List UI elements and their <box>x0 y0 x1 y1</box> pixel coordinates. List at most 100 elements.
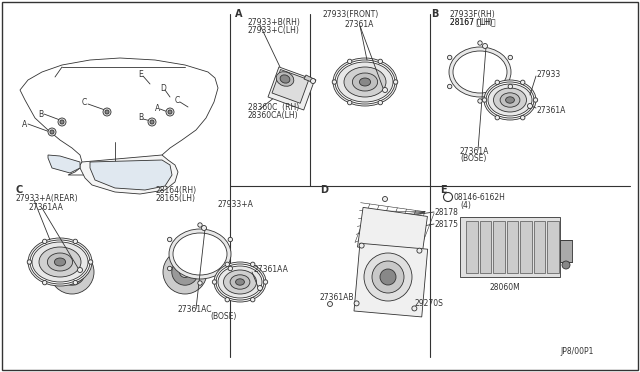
Text: 27361AA: 27361AA <box>253 266 288 275</box>
Circle shape <box>378 100 383 105</box>
Ellipse shape <box>216 264 264 300</box>
Text: 08146-6162H: 08146-6162H <box>454 192 506 202</box>
Circle shape <box>105 110 109 114</box>
Circle shape <box>225 262 230 266</box>
Ellipse shape <box>506 97 515 103</box>
Ellipse shape <box>484 80 536 120</box>
Text: JP8/00P1: JP8/00P1 <box>560 347 593 356</box>
Text: 27361A: 27361A <box>345 19 374 29</box>
Circle shape <box>60 120 64 124</box>
Text: B: B <box>446 195 450 199</box>
Circle shape <box>250 262 255 266</box>
Circle shape <box>202 225 207 231</box>
Ellipse shape <box>47 253 72 271</box>
Circle shape <box>163 250 207 294</box>
Circle shape <box>212 280 217 284</box>
Circle shape <box>533 98 538 102</box>
Circle shape <box>562 261 570 269</box>
Ellipse shape <box>28 238 92 286</box>
Circle shape <box>478 99 482 103</box>
Circle shape <box>495 115 499 120</box>
Bar <box>268 67 315 110</box>
Circle shape <box>228 237 232 242</box>
Circle shape <box>179 266 191 278</box>
Bar <box>358 207 428 256</box>
Text: B: B <box>38 109 43 119</box>
Text: 27933(FRONT): 27933(FRONT) <box>323 10 380 19</box>
Text: 28167 〈LH〉: 28167 〈LH〉 <box>450 17 495 26</box>
Polygon shape <box>20 58 218 175</box>
Text: 28178: 28178 <box>435 208 459 217</box>
Ellipse shape <box>344 67 386 97</box>
Text: 28175: 28175 <box>435 219 459 228</box>
Circle shape <box>73 280 77 285</box>
Bar <box>547 221 559 273</box>
Bar <box>354 243 428 317</box>
Text: 27933+B(RH): 27933+B(RH) <box>248 17 301 26</box>
Ellipse shape <box>353 73 378 91</box>
Text: 28060M: 28060M <box>490 282 521 292</box>
Text: 29270S: 29270S <box>415 299 444 308</box>
Polygon shape <box>80 155 178 194</box>
Circle shape <box>495 80 499 84</box>
Text: D: D <box>160 83 166 93</box>
Ellipse shape <box>276 72 294 86</box>
Ellipse shape <box>230 275 250 289</box>
Circle shape <box>150 120 154 124</box>
Circle shape <box>478 41 482 45</box>
Text: B: B <box>138 112 143 122</box>
Text: 27361A: 27361A <box>460 147 490 155</box>
Circle shape <box>73 239 77 244</box>
Circle shape <box>394 80 398 84</box>
Ellipse shape <box>280 75 290 83</box>
Circle shape <box>148 118 156 126</box>
Ellipse shape <box>54 258 66 266</box>
Circle shape <box>58 118 66 126</box>
Text: (BOSE): (BOSE) <box>210 312 236 321</box>
Circle shape <box>332 80 337 84</box>
Circle shape <box>103 108 111 116</box>
Ellipse shape <box>337 62 393 102</box>
Text: 28165(LH): 28165(LH) <box>155 193 195 202</box>
Ellipse shape <box>173 233 227 275</box>
Circle shape <box>359 243 364 248</box>
Text: E: E <box>440 185 447 195</box>
Text: 27361AA: 27361AA <box>28 202 63 212</box>
Bar <box>534 221 545 273</box>
Text: B: B <box>431 9 438 19</box>
Text: 27933+A(REAR): 27933+A(REAR) <box>15 193 77 202</box>
Bar <box>479 221 491 273</box>
Circle shape <box>378 59 383 64</box>
Circle shape <box>28 260 31 264</box>
Circle shape <box>263 280 268 284</box>
Ellipse shape <box>453 51 507 93</box>
Circle shape <box>348 59 352 64</box>
Circle shape <box>412 306 417 311</box>
Circle shape <box>348 100 352 105</box>
Ellipse shape <box>333 58 397 106</box>
Circle shape <box>168 237 172 242</box>
Ellipse shape <box>223 270 257 294</box>
Circle shape <box>77 267 83 273</box>
Circle shape <box>50 130 54 134</box>
Text: D: D <box>320 185 328 195</box>
Ellipse shape <box>500 93 520 107</box>
Text: 27361A: 27361A <box>537 106 566 115</box>
Circle shape <box>483 98 486 102</box>
Ellipse shape <box>493 88 527 112</box>
Text: C: C <box>175 96 180 105</box>
Circle shape <box>447 55 452 60</box>
Text: A: A <box>235 9 243 19</box>
Circle shape <box>42 239 47 244</box>
Circle shape <box>508 84 513 89</box>
Text: E: E <box>138 70 143 78</box>
Circle shape <box>225 298 230 302</box>
Circle shape <box>520 115 525 120</box>
Text: 28360CA(LH): 28360CA(LH) <box>248 110 299 119</box>
Ellipse shape <box>39 247 81 277</box>
Ellipse shape <box>488 84 532 116</box>
Circle shape <box>383 196 387 202</box>
Circle shape <box>527 103 532 109</box>
Circle shape <box>166 108 174 116</box>
Ellipse shape <box>236 279 244 285</box>
